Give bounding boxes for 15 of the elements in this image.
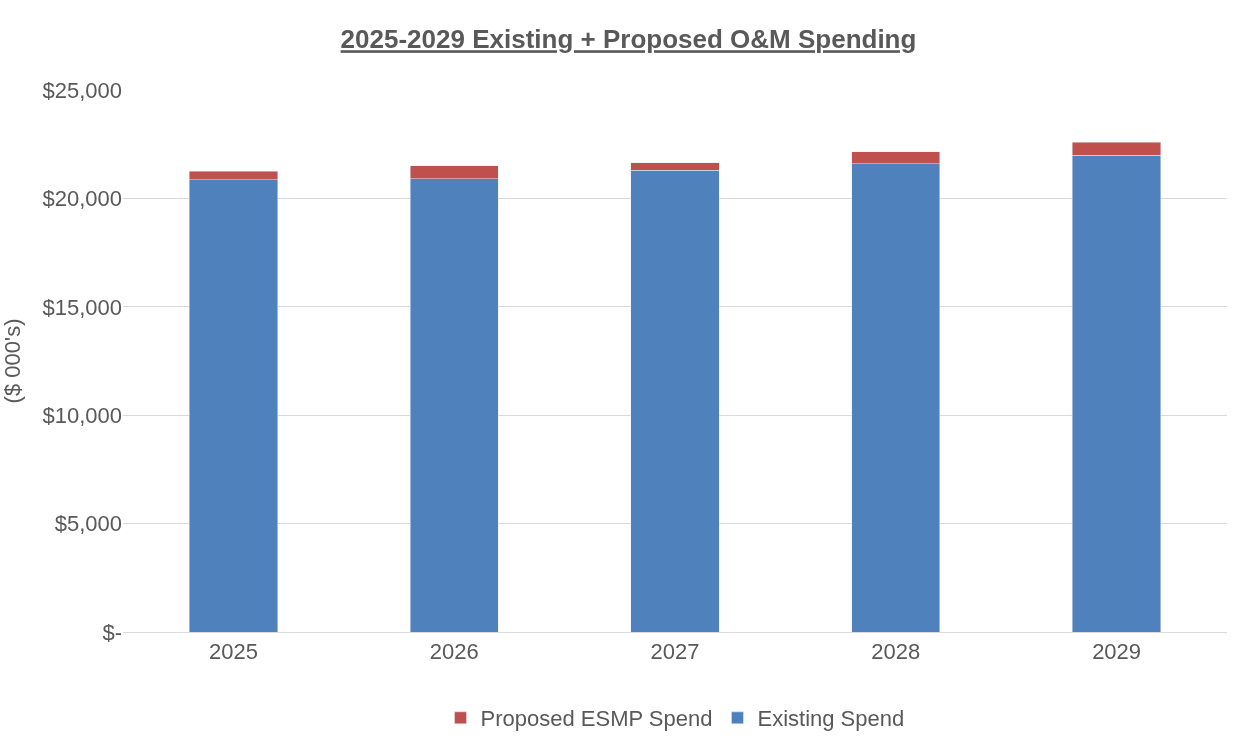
y-tick-label: $5,000 — [54, 511, 122, 537]
y-tick-label: $25,000 — [42, 77, 122, 103]
chart-title: 2025-2029 Existing + Proposed O&M Spending — [340, 24, 917, 55]
y-tick-label: $10,000 — [42, 402, 122, 428]
x-tick-label: 2028 — [871, 639, 921, 665]
y-tick-label: $20,000 — [42, 186, 122, 212]
x-tick-label: 2025 — [208, 639, 258, 665]
x-tick-label: 2027 — [650, 639, 700, 665]
y-axis-title: ($ 000's) — [0, 318, 26, 404]
x-tick-label: 2029 — [1092, 639, 1142, 665]
legend-label: Proposed ESMP Spend — [480, 706, 713, 732]
legend-label: Existing Spend — [757, 706, 905, 732]
x-tick-label: 2026 — [429, 639, 479, 665]
y-tick-label: $- — [102, 619, 122, 645]
y-tick-label: $15,000 — [42, 294, 122, 320]
